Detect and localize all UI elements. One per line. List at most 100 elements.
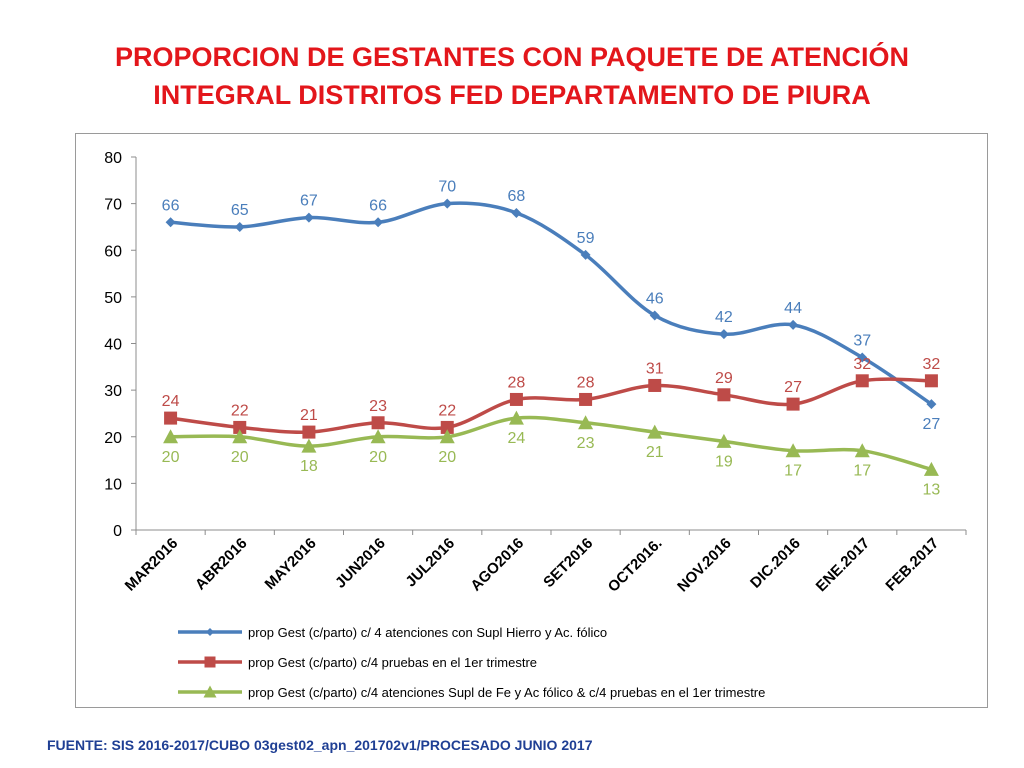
x-tick-label: MAY2016 (262, 535, 320, 593)
data-point (439, 429, 455, 444)
x-tick-label: AGO2016 (467, 535, 527, 595)
data-point (232, 429, 248, 444)
legend-label-2: prop Gest (c/parto) c/4 pruebas en el 1e… (248, 655, 537, 670)
data-point (647, 424, 663, 439)
data-label: 70 (438, 179, 456, 196)
data-label: 29 (715, 370, 733, 387)
data-label: 20 (369, 449, 387, 466)
data-label: 20 (231, 449, 249, 466)
data-point (580, 249, 591, 260)
data-label: 66 (369, 197, 387, 214)
x-tick-label: ENE.2017 (813, 535, 873, 595)
data-label: 67 (300, 193, 318, 210)
data-label: 17 (853, 463, 871, 480)
chart-frame (75, 133, 988, 708)
x-tick-label: ABR2016 (192, 535, 251, 594)
x-tick-label: MAR2016 (122, 535, 182, 595)
data-point (579, 392, 593, 406)
title-line-2: INTEGRAL DISTRITOS FED DEPARTAMENTO DE P… (153, 80, 871, 110)
y-tick-label: 0 (113, 523, 122, 540)
y-tick-label: 30 (104, 383, 122, 400)
legend-marker-2 (204, 656, 216, 668)
data-label: 19 (715, 453, 733, 470)
y-tick-label: 60 (104, 243, 122, 260)
data-label: 66 (162, 197, 180, 214)
title-line-1: PROPORCION DE GESTANTES CON PAQUETE DE A… (114, 42, 910, 72)
y-tick-label: 40 (104, 337, 122, 354)
data-point (234, 221, 245, 232)
x-tick-label: SET2016 (540, 535, 596, 591)
data-label: 44 (784, 300, 802, 317)
y-tick-label: 80 (104, 150, 122, 167)
data-label: 27 (784, 379, 802, 396)
data-point (717, 388, 731, 402)
x-tick-label: NOV.2016 (674, 535, 735, 596)
data-point (923, 461, 939, 476)
y-tick-label: 20 (104, 430, 122, 447)
data-point (578, 415, 594, 430)
data-point (301, 438, 317, 453)
data-label: 59 (577, 230, 595, 247)
x-tick-label: DIC.2016 (747, 535, 804, 592)
data-label: 37 (853, 332, 871, 349)
data-point (788, 319, 799, 330)
data-point (370, 429, 386, 444)
data-point (857, 352, 868, 363)
data-label: 68 (508, 188, 526, 205)
data-label: 23 (369, 398, 387, 415)
data-label: 28 (577, 374, 595, 391)
data-point (511, 207, 522, 218)
source-note: FUENTE: SIS 2016-2017/CUBO 03gest02_apn_… (47, 737, 593, 753)
legend-marker-1 (206, 628, 214, 636)
data-label: 27 (923, 416, 941, 433)
legend-label-3: prop Gest (c/parto) c/4 atenciones Supl … (248, 685, 765, 700)
data-point (785, 443, 801, 458)
data-label: 21 (646, 444, 664, 461)
y-tick-label: 10 (104, 476, 122, 493)
legend-label-1: prop Gest (c/parto) c/ 4 atenciones con … (248, 625, 607, 640)
data-point (164, 411, 178, 425)
data-point (716, 433, 732, 448)
series-line-1 (168, 201, 934, 406)
data-point (165, 217, 176, 228)
data-point (926, 399, 937, 410)
data-point (302, 425, 316, 439)
data-label: 13 (923, 481, 941, 498)
data-label: 32 (923, 356, 941, 373)
chart-title: PROPORCION DE GESTANTES CON PAQUETE DE A… (0, 38, 1024, 114)
data-label: 31 (646, 360, 664, 377)
data-point (508, 410, 524, 425)
data-label: 65 (231, 202, 249, 219)
data-label: 23 (577, 435, 595, 452)
data-label: 20 (162, 449, 180, 466)
data-point (786, 397, 800, 411)
data-point (442, 198, 453, 209)
data-label: 21 (300, 407, 318, 424)
data-label: 32 (853, 356, 871, 373)
data-label: 22 (231, 402, 249, 419)
data-point (924, 374, 938, 388)
data-point (440, 420, 454, 434)
data-point (649, 310, 660, 321)
x-tick-label: JUN2016 (332, 535, 389, 592)
series-line-3 (168, 415, 934, 472)
data-point (855, 374, 869, 388)
x-tick-label: JUL2016 (402, 535, 458, 591)
data-label: 22 (438, 402, 456, 419)
data-point (648, 378, 662, 392)
data-point (509, 392, 523, 406)
data-point (163, 429, 179, 444)
data-label: 24 (508, 430, 526, 447)
data-label: 18 (300, 458, 318, 475)
y-tick-label: 50 (104, 290, 122, 307)
data-point (303, 212, 314, 223)
data-label: 28 (508, 374, 526, 391)
y-tick-label: 70 (104, 197, 122, 214)
series-line-2 (168, 377, 934, 434)
x-tick-label: FEB.2017 (882, 535, 942, 595)
data-point (233, 420, 247, 434)
data-point (371, 416, 385, 430)
legend-marker-3 (203, 685, 217, 698)
data-point (854, 443, 870, 458)
data-label: 42 (715, 309, 733, 326)
